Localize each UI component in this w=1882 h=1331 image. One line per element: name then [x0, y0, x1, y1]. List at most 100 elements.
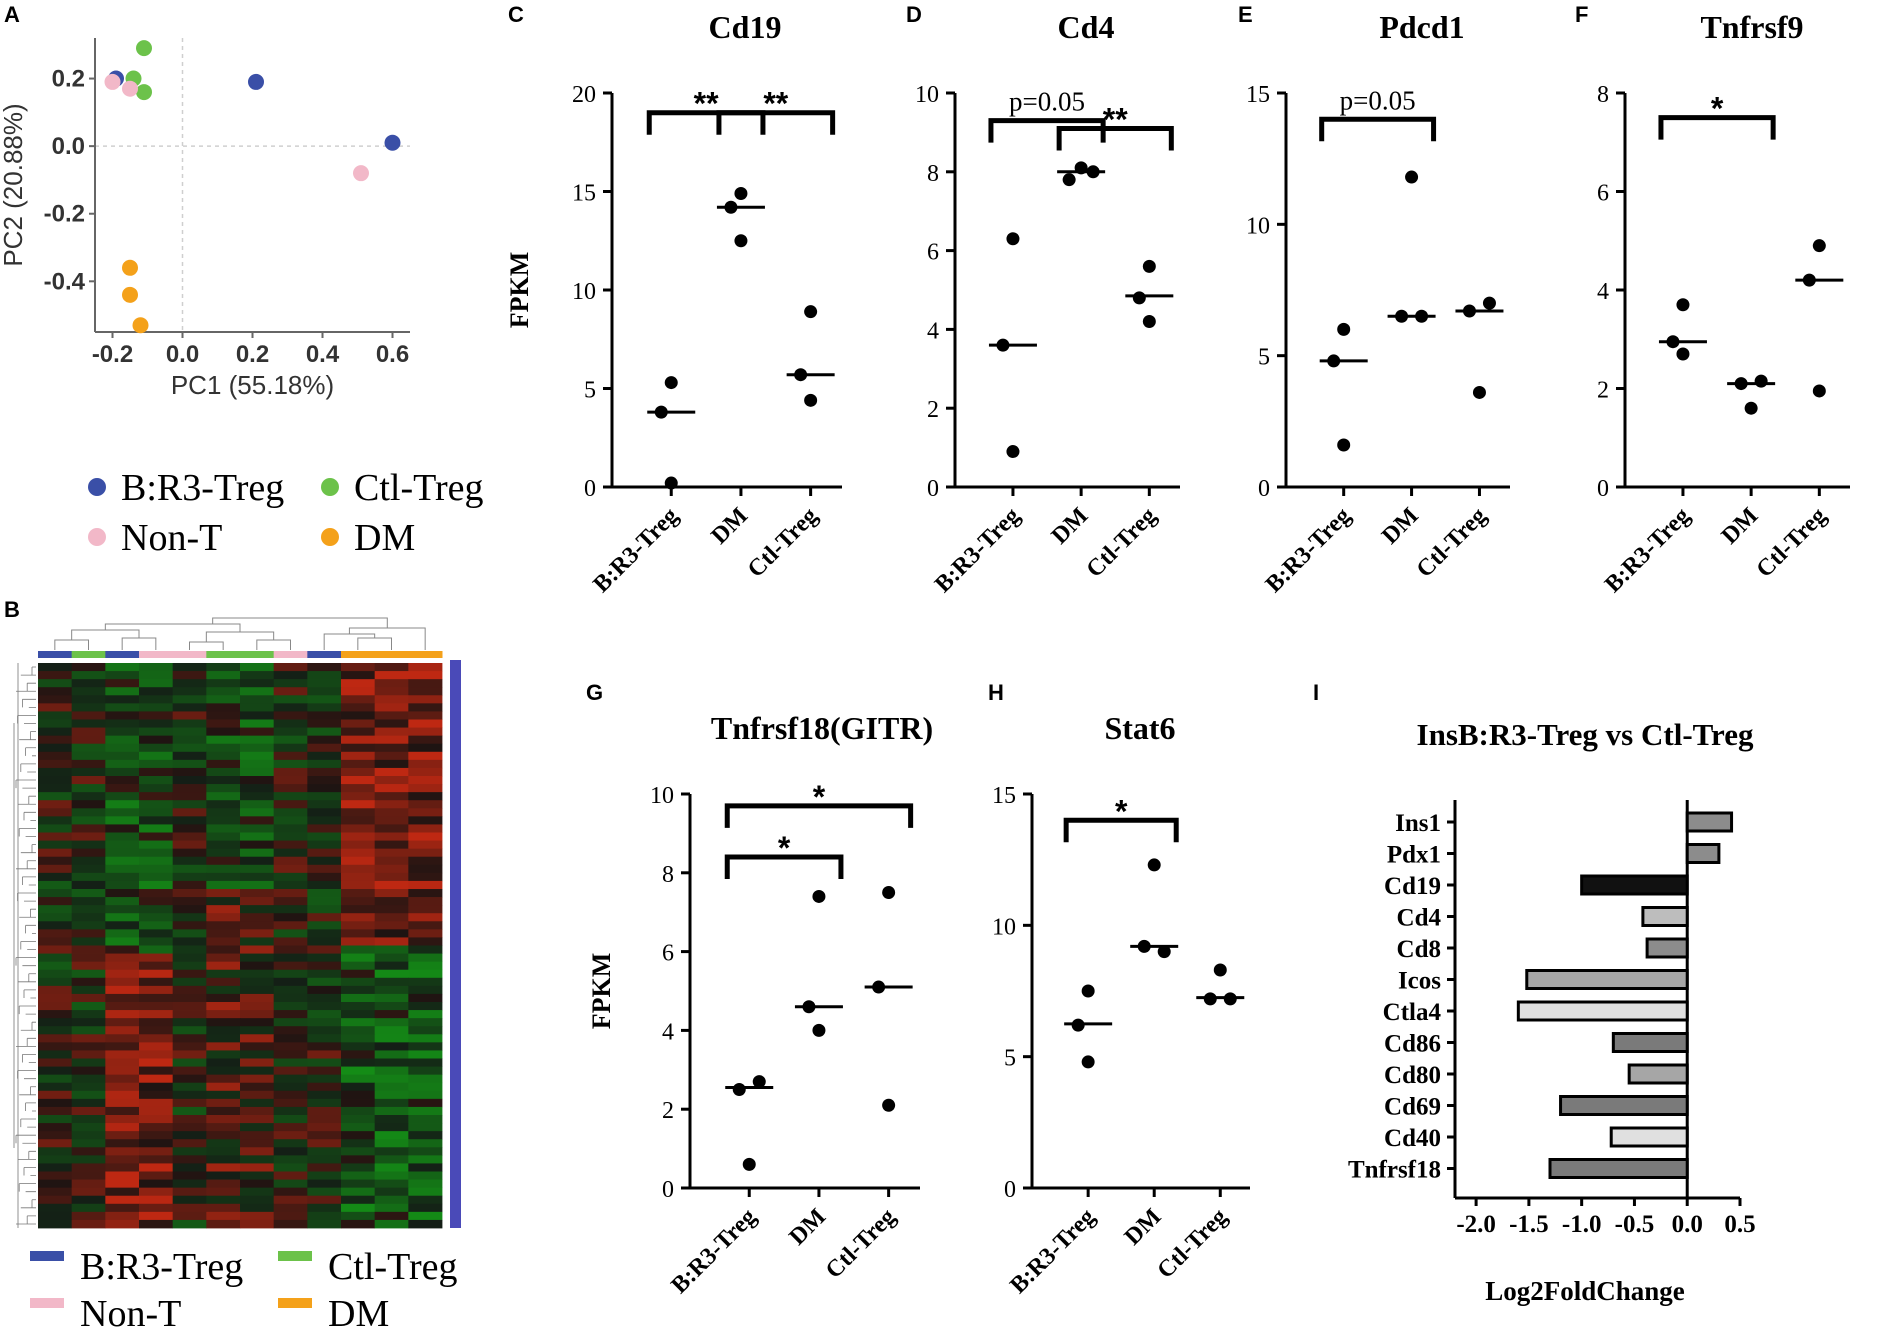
heatmap-cell [374, 776, 409, 785]
heatmap-cell [273, 759, 308, 769]
heatmap-cell [206, 1066, 241, 1076]
heatmap-cell [139, 1219, 174, 1229]
heatmap-cell [172, 1098, 207, 1108]
heatmap-cell [139, 1171, 174, 1180]
heatmap-cell [240, 937, 275, 946]
legend-label: B:R3-Treg [80, 1246, 243, 1288]
heatmap-cell [71, 1074, 106, 1084]
heatmap-cell [71, 921, 106, 930]
heatmap-cell [341, 897, 376, 906]
panel-label-a: A [4, 2, 20, 27]
sample-color-bar [408, 651, 443, 658]
y-tick-label: 4 [662, 1019, 674, 1045]
heatmap-cell [341, 1195, 376, 1205]
heatmap-cell [38, 929, 73, 938]
heatmap-cell [273, 897, 308, 906]
heatmap-cell [206, 840, 241, 850]
data-point [1472, 385, 1486, 399]
heatmap-cell [408, 1002, 443, 1011]
data-point [1062, 173, 1076, 187]
heatmap-cell [341, 1187, 376, 1197]
legend-swatch [88, 478, 106, 496]
heatmap-cell [408, 792, 443, 801]
heatmap-cell [172, 856, 207, 866]
significance-label: ** [763, 86, 788, 122]
bar [1516, 1000, 1689, 1022]
heatmap-cell [139, 897, 174, 906]
heatmap-cell [374, 1203, 409, 1213]
heatmap-cell [240, 993, 275, 1003]
heatmap-cell [71, 816, 106, 825]
heatmap-cell [341, 1002, 376, 1011]
heatmap-cell [408, 832, 443, 841]
heatmap-cell [408, 703, 443, 712]
heatmap-cell [273, 711, 308, 720]
heatmap-cell [273, 872, 308, 882]
category-label: Cd8 [1397, 936, 1441, 963]
heatmap-cell [38, 1195, 73, 1205]
heatmap-cell [71, 1171, 106, 1180]
y-tick-label: 4 [1597, 279, 1609, 305]
pca-point [384, 134, 401, 151]
heatmap-cell [206, 727, 241, 737]
heatmap-cell [240, 1106, 275, 1116]
heatmap-cell [71, 711, 106, 720]
heatmap-cell [240, 1203, 275, 1213]
heatmap-cell [139, 1026, 174, 1035]
heatmap-cell [374, 1050, 409, 1059]
heatmap-cell [240, 977, 275, 987]
heatmap-cell [408, 1010, 443, 1019]
heatmap-cell [105, 1203, 140, 1213]
heatmap-cell [307, 1203, 342, 1213]
heatmap-cell [273, 1171, 308, 1180]
heatmap-cell [105, 703, 140, 712]
data-point [1405, 170, 1419, 184]
heatmap-cell [105, 1195, 140, 1205]
sample-color-bar [206, 651, 241, 658]
x-tick-label: -1.0 [1562, 1211, 1602, 1238]
category-label: B:R3-Treg [930, 503, 1025, 598]
heatmap-cell [71, 864, 106, 874]
heatmap-cell [172, 897, 207, 906]
heatmap-cell [206, 1034, 241, 1043]
heatmap-cell [273, 953, 308, 963]
heatmap-cell [273, 969, 308, 979]
heatmap-cell [139, 937, 174, 946]
heatmap-cell [307, 1002, 342, 1011]
category-label: DM [1047, 503, 1094, 550]
y-tick-label: 4 [927, 318, 939, 344]
category-label: Pdx1 [1387, 842, 1441, 869]
heatmap-cell [105, 993, 140, 1003]
heatmap-cell [307, 937, 342, 946]
heatmap-cell [105, 1211, 140, 1221]
heatmap-cell [105, 679, 140, 688]
heatmap-cell [307, 832, 342, 841]
row-dendrogram [13, 663, 36, 1228]
heatmap-cell [206, 735, 241, 745]
chart-title: InsB:R3-Treg vs Ctl-Treg [1417, 717, 1754, 752]
heatmap-cell [273, 695, 308, 704]
significance-label: * [778, 830, 791, 866]
y-tick-label: 10 [650, 783, 674, 809]
data-point [1132, 291, 1146, 305]
heatmap-cell [71, 913, 106, 922]
pca-point [136, 40, 152, 57]
heatmap-cell [273, 1106, 308, 1116]
heatmap-cell [38, 1155, 73, 1164]
heatmap-cell [172, 671, 207, 680]
heatmap-cell [273, 767, 308, 777]
heatmap-cell [273, 985, 308, 995]
heatmap-cell [172, 1139, 207, 1148]
heatmap-cell [273, 687, 308, 696]
heatmap-cell [374, 889, 409, 898]
heatmap-cell [273, 1026, 308, 1035]
heatmap-cell [374, 695, 409, 704]
heatmap-cell [105, 840, 140, 850]
heatmap-cell [341, 759, 376, 769]
heatmap-cell [139, 1010, 174, 1019]
heatmap-cell [105, 1042, 140, 1051]
heatmap-cell [38, 776, 73, 785]
heatmap-cell [139, 671, 174, 680]
heatmap-cell [139, 1179, 174, 1189]
heatmap-cell [172, 719, 207, 728]
